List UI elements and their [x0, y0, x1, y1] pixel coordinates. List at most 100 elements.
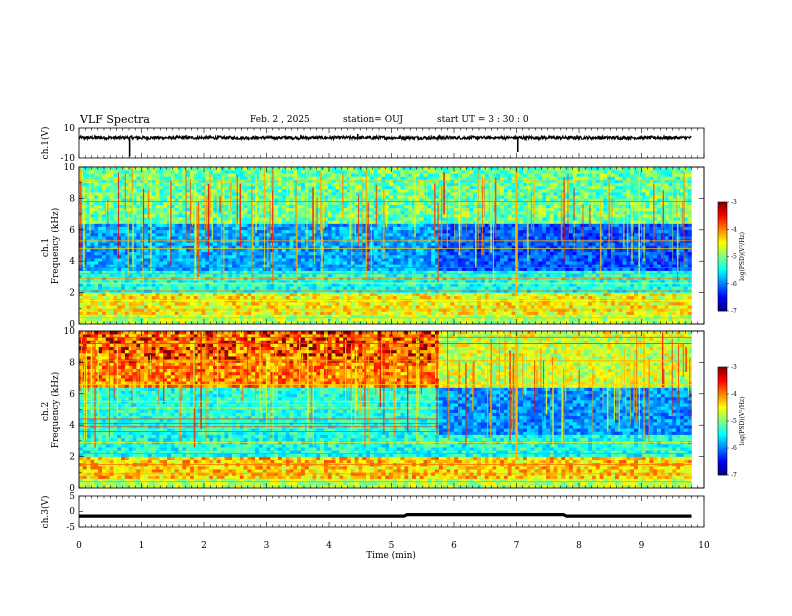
spectrogram-cell: [240, 267, 244, 270]
spectrogram-cell: [408, 173, 412, 176]
spectrogram-cell: [186, 214, 190, 217]
spectrogram-cell: [343, 296, 347, 299]
spectrogram-cell: [393, 167, 397, 170]
spectrogram-cell: [247, 186, 251, 189]
spectrogram-cell: [255, 286, 259, 289]
spectrogram-cell: [431, 305, 435, 308]
spectrogram-cell: [247, 189, 251, 192]
spectrogram-cell: [113, 195, 117, 198]
spectrogram-cell: [236, 230, 240, 233]
spectrogram-cell: [136, 214, 140, 217]
spectrogram-cell: [408, 230, 412, 233]
spectrogram-cell: [121, 195, 125, 198]
spectrogram-cell: [351, 227, 355, 230]
spectrogram-cell: [274, 186, 278, 189]
spectrogram-cell: [90, 186, 94, 189]
spectrogram-cell: [282, 176, 286, 179]
spectrogram-cell: [83, 173, 87, 176]
spectrogram-cell: [374, 255, 378, 258]
spectrogram-cell: [305, 302, 309, 305]
spectrogram-cell: [179, 202, 183, 205]
spectrogram-cell: [389, 283, 393, 286]
spectrogram-cell: [316, 296, 320, 299]
spectrogram-cell: [90, 224, 94, 227]
spectrogram-cell: [404, 302, 408, 305]
spectrogram-cell: [106, 261, 110, 264]
spectrogram-cell: [259, 220, 263, 223]
spectrogram-cell: [278, 302, 282, 305]
spectrogram-cell: [240, 302, 244, 305]
spectrogram-cell: [381, 318, 385, 321]
spectrogram-cell: [213, 305, 217, 308]
spectrogram-cell: [186, 173, 190, 176]
spectrogram-cell: [247, 205, 251, 208]
spectrogram-cell: [186, 242, 190, 245]
spectrogram-cell: [163, 217, 167, 220]
spectrogram-cell: [136, 230, 140, 233]
spectrogram-cell: [435, 192, 439, 195]
spectrogram-cell: [171, 220, 175, 223]
spectrogram-cell: [343, 224, 347, 227]
spectrogram-cell: [313, 267, 317, 270]
spectrogram-cell: [106, 311, 110, 314]
spectrogram-cell: [236, 205, 240, 208]
spectrogram-cell: [121, 186, 125, 189]
spectrogram-cell: [286, 293, 290, 296]
spectrogram-cell: [378, 202, 382, 205]
spectrogram-cell: [156, 214, 160, 217]
spectrogram-cell: [152, 214, 156, 217]
spectrogram-cell: [213, 267, 217, 270]
spectrogram-cell: [179, 230, 183, 233]
spectrogram-cell: [351, 236, 355, 239]
spectrogram-cell: [370, 183, 374, 186]
spectrogram-cell: [370, 214, 374, 217]
spectrogram-cell: [159, 252, 163, 255]
spectrogram-cell: [397, 183, 401, 186]
spectrogram-cell: [274, 302, 278, 305]
spectrogram-cell: [247, 311, 251, 314]
spectrogram-cell: [106, 192, 110, 195]
spectrogram-cell: [328, 173, 332, 176]
spectrogram-cell: [224, 167, 228, 170]
spectrogram-cell: [117, 167, 121, 170]
spectrogram-cell: [370, 302, 374, 305]
spectrogram-cell: [186, 205, 190, 208]
spectrogram-cell: [98, 202, 102, 205]
spectrogram-cell: [94, 296, 98, 299]
spectrogram-cell: [228, 224, 232, 227]
spectrogram-cell: [385, 183, 389, 186]
spectrogram-cell: [427, 296, 431, 299]
spectrogram-cell: [205, 305, 209, 308]
spectrogram-cell: [439, 186, 443, 189]
spectrogram-cell: [186, 189, 190, 192]
spectrogram-cell: [278, 214, 282, 217]
spectrogram-cell: [420, 258, 424, 261]
spectrogram-cell: [404, 305, 408, 308]
spectrogram-cell: [87, 305, 91, 308]
spectrogram-cell: [202, 217, 206, 220]
spectrogram-cell: [270, 293, 274, 296]
spectrogram-cell: [232, 189, 236, 192]
spectrogram-cell: [224, 236, 228, 239]
spectrogram-cell: [339, 258, 343, 261]
spectrogram-cell: [175, 195, 179, 198]
spectrogram-cell: [182, 258, 186, 261]
spectrogram-cell: [244, 214, 248, 217]
spectrogram-cell: [343, 227, 347, 230]
spectrogram-cell: [389, 217, 393, 220]
spectrogram-cell: [217, 252, 221, 255]
spectrogram-cell: [347, 302, 351, 305]
spectrogram-cell: [404, 227, 408, 230]
spectrogram-cell: [267, 186, 271, 189]
spectrogram-cell: [290, 261, 294, 264]
spectrogram-cell: [186, 170, 190, 173]
spectrogram-cell: [98, 224, 102, 227]
spectrogram-cell: [159, 258, 163, 261]
spectrogram-cell: [236, 274, 240, 277]
spectrogram-cell: [332, 176, 336, 179]
spectrogram-cell: [339, 267, 343, 270]
spectrogram-cell: [290, 242, 294, 245]
spectrogram-cell: [301, 286, 305, 289]
spectrogram-cell: [110, 242, 114, 245]
